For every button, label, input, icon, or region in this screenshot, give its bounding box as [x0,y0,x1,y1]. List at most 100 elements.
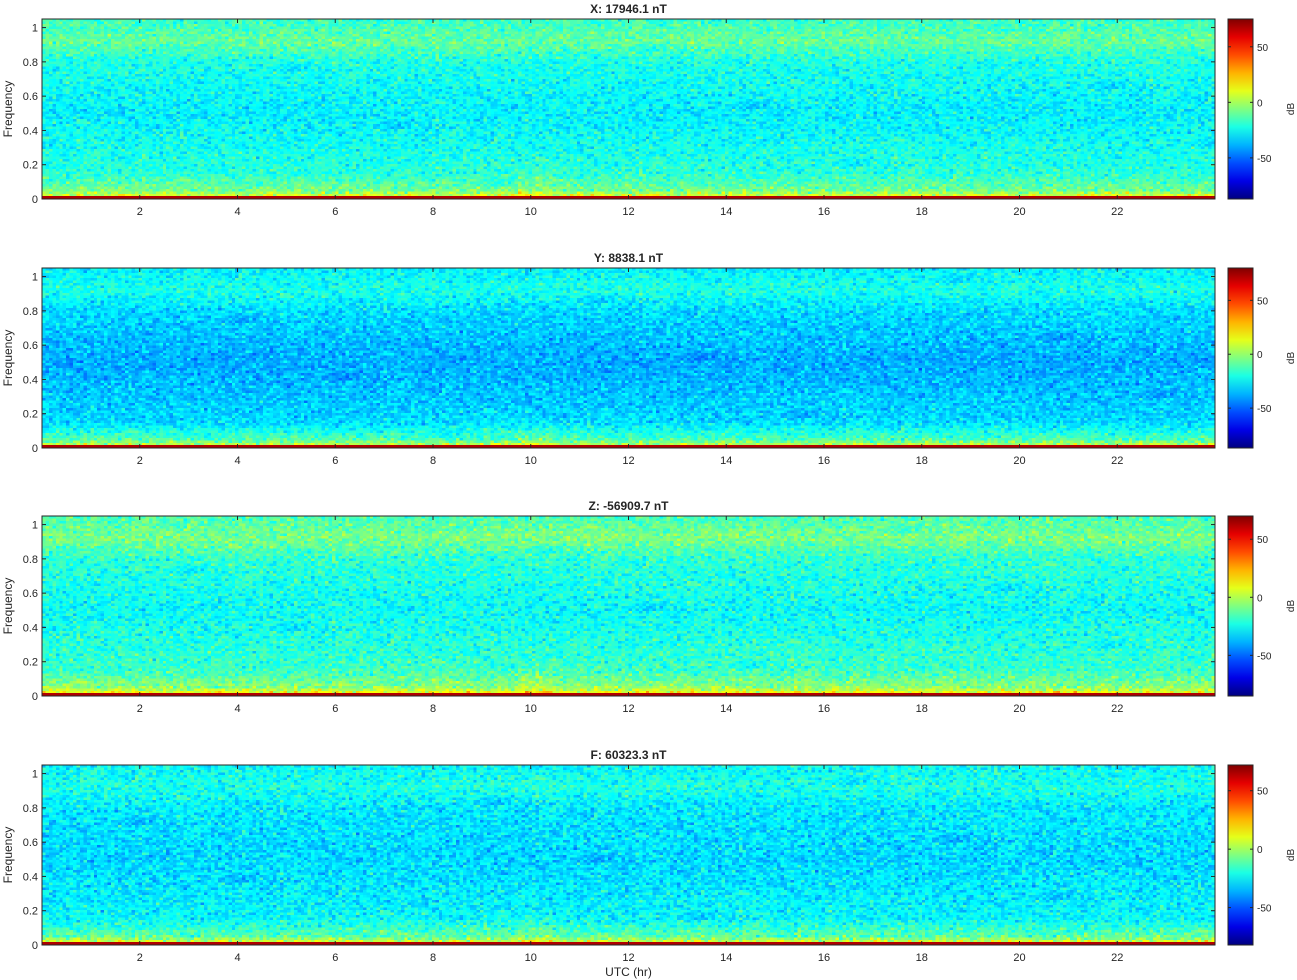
colorbar-label: dB [1286,103,1297,116]
x-tick-label: 10 [525,206,537,218]
x-tick-label: 4 [234,952,240,964]
x-tick-label: 16 [818,455,830,467]
colorbar-label: dB [1286,600,1297,613]
x-tick-label: 4 [234,455,240,467]
y-tick-label: 0.4 [23,622,38,634]
y-axis-label: Frequency [1,330,15,387]
x-tick-label: 6 [332,952,338,964]
x-tick-label: 14 [720,455,732,467]
spectrogram-panel-2: 2 4 6 8 10 12 14 16 18 20 22 0 0.2 0.4 0.6 0.8 1 Z: -5690… [1,499,1297,715]
colorbar-label: dB [1286,352,1297,365]
x-tick-label: 14 [720,703,732,715]
x-tick-label: 18 [916,206,928,218]
y-axis-label: Frequency [1,81,15,138]
y-axis-label: Frequency [1,827,15,884]
x-tick-label: 14 [720,952,732,964]
y-axis-label: Frequency [1,578,15,635]
x-tick-label: 6 [332,206,338,218]
colorbar-tick-label: 50 [1257,787,1269,798]
colorbar: -50 0 50 dB [1227,764,1297,946]
x-tick-label: 18 [916,455,928,467]
y-tick-label: 0 [32,940,38,952]
panel-title: F: 60323.3 nT [590,748,667,762]
colorbar: -50 0 50 dB [1227,18,1297,200]
colorbar-tick-label: 50 [1257,43,1269,54]
spectrogram-heatmap [42,516,1215,696]
spectrogram-heatmap [42,765,1215,945]
x-tick-label: 10 [525,455,537,467]
colorbar-tick-label: 50 [1257,535,1269,546]
spectrogram-panel-3: 2 4 6 8 10 12 14 16 18 20 22 0 0.2 0.4 0.6 0.8 1 F: 60323… [1,748,1297,964]
y-tick-label: 1 [32,769,38,781]
colorbar: -50 0 50 dB [1227,515,1297,697]
spectrogram-heatmap [42,268,1215,448]
colorbar-tick-label: 50 [1257,296,1269,307]
x-tick-label: 16 [818,206,830,218]
x-axis-label: UTC (hr) [605,965,652,979]
x-tick-label: 12 [622,455,634,467]
colorbar-tick-label: -50 [1257,404,1272,415]
y-tick-label: 0.2 [23,409,38,421]
x-tick-label: 8 [430,206,436,218]
x-tick-label: 6 [332,455,338,467]
y-tick-label: 0.4 [23,374,38,386]
x-tick-label: 2 [137,206,143,218]
x-tick-label: 16 [818,703,830,715]
x-tick-label: 8 [430,952,436,964]
y-tick-label: 0.4 [23,871,38,883]
x-tick-label: 12 [622,703,634,715]
panel-title: Y: 8838.1 nT [594,251,664,265]
y-tick-label: 0.4 [23,125,38,137]
y-tick-label: 0.6 [23,837,38,849]
x-tick-label: 4 [234,206,240,218]
y-tick-label: 0 [32,691,38,703]
x-tick-label: 20 [1013,206,1025,218]
x-tick-label: 8 [430,455,436,467]
spectrogram-heatmap [42,19,1215,199]
colorbar-gradient [1227,267,1254,449]
x-tick-label: 10 [525,703,537,715]
y-tick-label: 0.8 [23,554,38,566]
x-tick-label: 22 [1111,206,1123,218]
colorbar-tick-label: 0 [1257,593,1263,604]
x-tick-label: 20 [1013,952,1025,964]
y-tick-label: 1 [32,23,38,35]
spectrogram-panel-0: 2 4 6 8 10 12 14 16 18 20 22 0 0.2 0.4 0.6 0.8 1 X: 17946… [1,2,1297,218]
spectrogram-panel-1: 2 4 6 8 10 12 14 16 18 20 22 0 0.2 0.4 0.6 0.8 1 Y: 8838.… [1,251,1297,467]
x-tick-label: 12 [622,206,634,218]
colorbar-label: dB [1286,849,1297,862]
x-tick-label: 14 [720,206,732,218]
colorbar-gradient [1227,18,1254,200]
x-tick-label: 22 [1111,455,1123,467]
colorbar-tick-label: -50 [1257,904,1272,915]
panel-title: Z: -56909.7 nT [588,499,669,513]
colorbar-tick-label: 0 [1257,845,1263,856]
x-tick-label: 2 [137,703,143,715]
y-tick-label: 0 [32,443,38,455]
colorbar-tick-label: 0 [1257,98,1263,109]
y-tick-label: 1 [32,272,38,284]
y-tick-label: 0.8 [23,803,38,815]
y-tick-label: 0.2 [23,657,38,669]
x-tick-label: 8 [430,703,436,715]
y-tick-label: 0.2 [23,160,38,172]
x-tick-label: 18 [916,703,928,715]
colorbar-tick-label: -50 [1257,154,1272,165]
y-tick-label: 0.8 [23,57,38,69]
y-tick-label: 0.6 [23,91,38,103]
y-tick-label: 0.8 [23,306,38,318]
x-tick-label: 20 [1013,455,1025,467]
y-tick-label: 0 [32,194,38,206]
x-tick-label: 10 [525,952,537,964]
panel-title: X: 17946.1 nT [590,2,667,16]
colorbar-gradient [1227,764,1254,946]
colorbar: -50 0 50 dB [1227,267,1297,449]
x-tick-label: 20 [1013,703,1025,715]
colorbar-tick-label: -50 [1257,651,1272,662]
x-tick-label: 4 [234,703,240,715]
colorbar-tick-label: 0 [1257,350,1263,361]
x-tick-label: 12 [622,952,634,964]
x-tick-label: 6 [332,703,338,715]
y-tick-label: 1 [32,520,38,532]
